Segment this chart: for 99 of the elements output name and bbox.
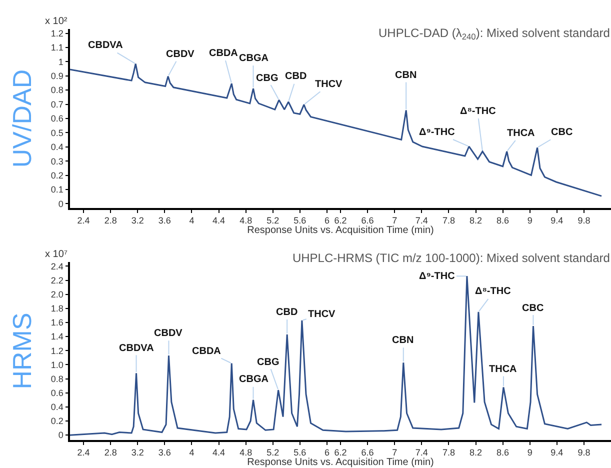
y-tick-label: 0.8 bbox=[50, 374, 64, 384]
annotation: CBD bbox=[285, 71, 307, 82]
y-tick-label: 0 bbox=[58, 198, 64, 209]
y-tick-label: 1.1 bbox=[50, 42, 64, 53]
x-tick-label: 8.2 bbox=[469, 448, 482, 458]
x-tick-label: 9.4 bbox=[550, 216, 564, 226]
annotation: Δ⁸-THC bbox=[475, 286, 511, 297]
annotation: CBDV bbox=[154, 328, 183, 339]
x-tick-label: 8.6 bbox=[496, 448, 510, 458]
chart-title: UHPLC-HRMS (TIC m/z 100-1000): Mixed solvent standard bbox=[292, 251, 610, 266]
y-tick-label: 1.0 bbox=[50, 360, 64, 370]
x-tick-label: 7.8 bbox=[442, 216, 455, 226]
x-tick-label: 7 bbox=[392, 448, 398, 458]
x-tick-label: 4.4 bbox=[212, 448, 226, 458]
x-tick-label: 3.6 bbox=[158, 448, 171, 458]
y-tick-label: 2.2 bbox=[50, 275, 64, 286]
y-tick-label: 0.6 bbox=[50, 388, 64, 398]
x-tick-label: 4 bbox=[189, 216, 194, 226]
x-axis-title: Response Units vs. Acquisition Time (min) bbox=[247, 225, 434, 236]
x-tick-label: 6.2 bbox=[334, 216, 347, 226]
annotation: CBD bbox=[276, 307, 298, 318]
x-tick-label: 7.4 bbox=[415, 448, 428, 458]
annotation: Δ⁹-THC bbox=[419, 271, 455, 282]
y-tick-label: 0.2 bbox=[50, 416, 64, 426]
annotation: CBN bbox=[395, 70, 417, 81]
x-tick-label: 8.2 bbox=[469, 216, 482, 226]
x-tick-label: 5.6 bbox=[294, 216, 306, 226]
annotation: Δ⁸-THC bbox=[460, 106, 496, 117]
x-tick-label: 7.4 bbox=[415, 216, 428, 226]
y-tick-label: 0 bbox=[58, 430, 64, 440]
y-tick-label: 2.0 bbox=[50, 290, 64, 300]
y-tick-label: 0.6 bbox=[50, 114, 64, 124]
x-tick-label: 5.2 bbox=[266, 448, 280, 458]
x-tick-label: 6 bbox=[324, 448, 330, 458]
x-tick-label: 4.8 bbox=[240, 216, 252, 226]
y-tick-label: 1.4 bbox=[50, 332, 64, 342]
annotation: CBC bbox=[522, 303, 544, 314]
x-tick-label: 7.8 bbox=[442, 448, 455, 458]
x-tick-label: 3.6 bbox=[158, 216, 171, 226]
line-series bbox=[70, 63, 602, 197]
annotation: Δ⁹-THC bbox=[419, 127, 455, 138]
y-tick-label: 0.4 bbox=[50, 142, 64, 152]
text: x 10² bbox=[45, 16, 68, 27]
y-axis-title: UV/DAD bbox=[6, 69, 37, 168]
x-tick-label: 8.6 bbox=[496, 216, 510, 226]
annotation: CBN bbox=[392, 335, 414, 346]
x-tick-label: 4.8 bbox=[240, 448, 252, 458]
x-tick-label: 4.4 bbox=[212, 216, 226, 226]
annotation: THCA bbox=[489, 364, 517, 375]
x-axis-title: Response Units vs. Acquisition Time (min) bbox=[247, 457, 434, 468]
y-axis-title: HRMS bbox=[6, 312, 37, 390]
x-tick-label: 2.4 bbox=[77, 448, 90, 458]
annotation: CBG bbox=[256, 73, 278, 84]
x-tick-label: 4 bbox=[189, 448, 194, 458]
x-tick-label: 5.2 bbox=[266, 216, 280, 226]
y-tick-label: 0.7 bbox=[50, 99, 64, 110]
annotation: CBDV bbox=[166, 49, 195, 60]
annotation: CBDVA bbox=[119, 343, 154, 354]
x-tick-label: 9 bbox=[527, 216, 532, 226]
x-tick-label: 7 bbox=[392, 216, 398, 226]
x-tick-label: 9 bbox=[527, 448, 532, 458]
x-tick-label: 3.2 bbox=[131, 448, 144, 458]
y-tick-label: 1.6 bbox=[50, 318, 64, 328]
y-tick-label: 0.2 bbox=[50, 170, 64, 180]
x-tick-label: 2.8 bbox=[104, 216, 117, 226]
y-tick-label: 2.4 bbox=[50, 261, 64, 272]
y-tick-label: 0.1 bbox=[50, 184, 64, 195]
y-tick-label: 1.8 bbox=[50, 304, 64, 314]
x-tick-label: 9.8 bbox=[578, 448, 590, 458]
annotation: CBG bbox=[257, 357, 280, 368]
y-tick-label: 1.2 bbox=[50, 346, 64, 356]
annotation: CBGA bbox=[239, 374, 268, 385]
x-tick-label: 6.6 bbox=[361, 216, 374, 226]
x-tick-label: 9.8 bbox=[578, 216, 590, 226]
y-tick-label: 0.9 bbox=[50, 71, 64, 82]
annotation: CBGA bbox=[239, 53, 268, 64]
y-tick-label: 1 bbox=[58, 56, 64, 67]
x-tick-label: 2.4 bbox=[77, 216, 90, 226]
chart-title: UHPLC-DAD (λ$_{240}$): Mixed solvent standard bbox=[378, 26, 610, 42]
annotation: THCV bbox=[308, 309, 336, 320]
annotation: CBC bbox=[551, 127, 573, 138]
y-tick-label: 0.3 bbox=[50, 156, 64, 166]
y-tick-label: 0.8 bbox=[50, 85, 64, 96]
x-tick-label: 6.6 bbox=[361, 448, 374, 458]
x-tick-label: 6 bbox=[324, 216, 330, 226]
x-tick-label: 6.2 bbox=[334, 448, 347, 458]
annotation: CBDA bbox=[192, 346, 221, 357]
text: x 10⁷ bbox=[45, 249, 68, 260]
x-tick-label: 9.4 bbox=[550, 448, 564, 458]
y-tick-label: 0.5 bbox=[50, 128, 64, 138]
x-tick-label: 3.2 bbox=[131, 216, 144, 226]
x-tick-label: 5.6 bbox=[294, 448, 306, 458]
annotation: THCA bbox=[507, 128, 535, 139]
y-tick-label: 1.2 bbox=[50, 28, 64, 38]
annotation: THCV bbox=[315, 79, 343, 90]
y-tick-label: 0.4 bbox=[50, 402, 64, 412]
x-tick-label: 2.8 bbox=[104, 448, 117, 458]
annotation: CBDA bbox=[209, 48, 238, 59]
annotation: CBDVA bbox=[88, 40, 123, 51]
